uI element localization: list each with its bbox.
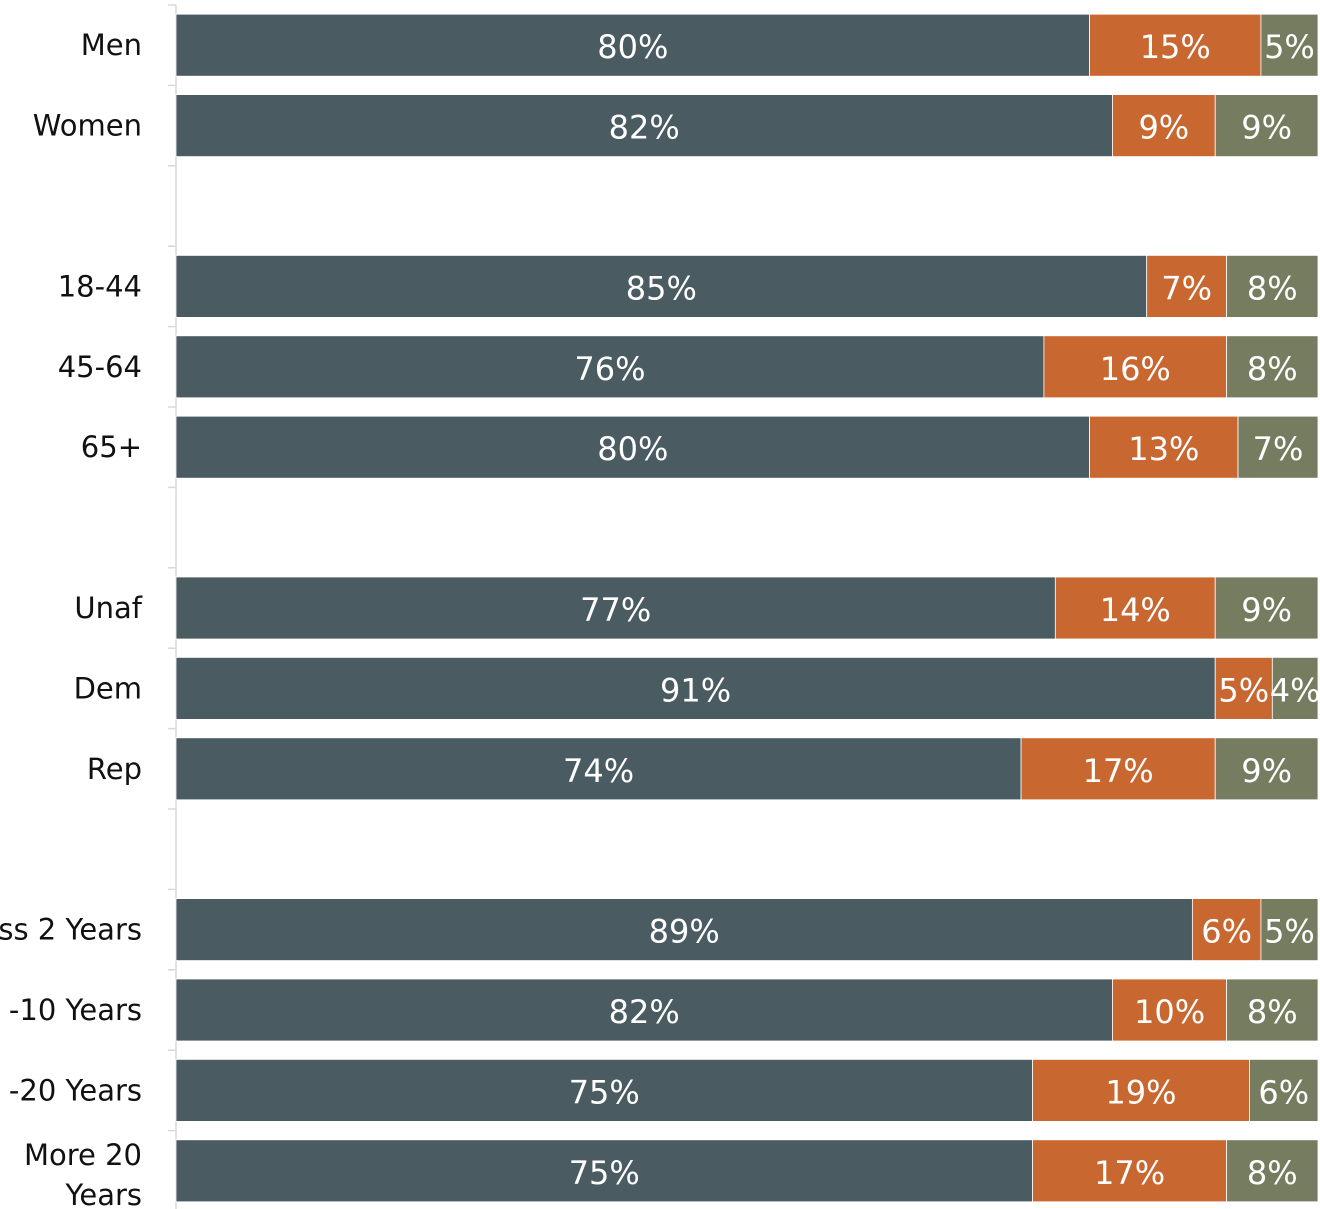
bar-segment bbox=[1032, 1059, 1250, 1122]
bar-value-label: 75% bbox=[569, 1154, 640, 1192]
bar-segment bbox=[1260, 898, 1319, 961]
bar-segment bbox=[175, 576, 1056, 640]
bar-value-label: 10% bbox=[1134, 993, 1205, 1031]
bar-value-label: 82% bbox=[609, 993, 680, 1031]
bar-segment bbox=[1191, 898, 1262, 961]
bar-segment bbox=[1214, 94, 1319, 157]
bar-value-label: 76% bbox=[574, 350, 645, 388]
bar-value-label: 17% bbox=[1083, 752, 1154, 790]
category-label: 45-64 bbox=[58, 350, 142, 384]
bar-value-label: 9% bbox=[1241, 109, 1292, 147]
bar-segment bbox=[175, 13, 1090, 77]
bar-segment bbox=[175, 254, 1148, 318]
bar-segment bbox=[1237, 415, 1319, 479]
bar-segment bbox=[1214, 576, 1319, 640]
bar-segment bbox=[1054, 576, 1216, 640]
bar-segment bbox=[1089, 13, 1262, 77]
bar-segment bbox=[1020, 737, 1216, 801]
bar-value-label: 16% bbox=[1100, 350, 1171, 388]
bar-value-label: 85% bbox=[626, 269, 697, 307]
bar-value-label: 5% bbox=[1264, 913, 1315, 951]
bar-value-label: 19% bbox=[1105, 1073, 1176, 1111]
bar-value-label: 91% bbox=[660, 671, 731, 709]
category-label: 18-44 bbox=[58, 269, 142, 303]
bar-value-label: 80% bbox=[597, 430, 668, 468]
bar-segment bbox=[1043, 335, 1228, 399]
bar-value-label: 7% bbox=[1161, 269, 1212, 307]
bar-segment bbox=[1089, 415, 1239, 479]
bar-value-label: 8% bbox=[1247, 269, 1298, 307]
bar-segment bbox=[175, 94, 1113, 157]
bar-value-label: 77% bbox=[580, 591, 651, 629]
category-axis bbox=[168, 4, 177, 1209]
bar-value-label: 14% bbox=[1100, 591, 1171, 629]
bar-value-label: 13% bbox=[1128, 430, 1199, 468]
bar-value-label: 9% bbox=[1138, 109, 1189, 147]
bar-value-label: 8% bbox=[1247, 350, 1298, 388]
category-label: Dem bbox=[74, 671, 142, 705]
bar-segment bbox=[175, 978, 1113, 1042]
bar-value-label: 17% bbox=[1094, 1154, 1165, 1192]
bar-value-label: 74% bbox=[563, 752, 634, 790]
category-label: Rep bbox=[87, 752, 142, 786]
category-label: Unaf bbox=[74, 591, 142, 625]
bars: 80% 15% 5% 82% 9% 9% 85% 7% 8% 76% 16% 8% 80% 13% 7% 77… bbox=[175, 13, 1320, 1203]
bar-segment bbox=[175, 1059, 1033, 1122]
bar-segment bbox=[175, 335, 1045, 399]
bar-segment bbox=[175, 1139, 1033, 1203]
category-label: -10 Years bbox=[9, 993, 142, 1027]
category-label-line: Years bbox=[64, 1178, 142, 1209]
category-label: Men bbox=[81, 28, 142, 62]
bar-segment bbox=[1226, 335, 1319, 399]
category-label: 65+ bbox=[81, 430, 142, 464]
bar-segment bbox=[1226, 978, 1319, 1042]
category-label: ss 2 Years bbox=[0, 913, 142, 947]
category-label: More 20 Years bbox=[24, 1138, 142, 1209]
bar-value-label: 5% bbox=[1218, 671, 1269, 709]
bar-value-label: 6% bbox=[1201, 913, 1252, 951]
bar-segment bbox=[1249, 1059, 1319, 1122]
bar-value-label: 5% bbox=[1264, 28, 1315, 66]
category-labels: Men Women 18-44 45-64 65+ Unaf Dem Rep ss 2 Year… bbox=[0, 28, 143, 1209]
bar-value-label: 6% bbox=[1258, 1073, 1309, 1111]
bar-segment bbox=[1271, 657, 1319, 720]
bar-segment bbox=[1032, 1139, 1228, 1203]
category-label-line: More 20 bbox=[24, 1138, 142, 1172]
bar-segment bbox=[175, 415, 1090, 479]
bar-segment bbox=[1260, 13, 1319, 77]
bar-segment bbox=[175, 737, 1022, 801]
bar-value-label: 7% bbox=[1253, 430, 1304, 468]
bar-value-label: 75% bbox=[569, 1073, 640, 1111]
bar-value-label: 15% bbox=[1140, 28, 1211, 66]
category-label: Women bbox=[33, 109, 142, 143]
bar-segment bbox=[1214, 737, 1319, 801]
bar-value-label: 8% bbox=[1247, 993, 1298, 1031]
bar-value-label: 8% bbox=[1247, 1154, 1298, 1192]
bar-value-label: 9% bbox=[1241, 591, 1292, 629]
bar-segment bbox=[1214, 657, 1273, 720]
bar-value-label: 9% bbox=[1241, 752, 1292, 790]
bar-segment bbox=[1226, 254, 1319, 318]
bar-value-label: 80% bbox=[597, 28, 668, 66]
bar-segment bbox=[1112, 94, 1216, 157]
bar-segment bbox=[175, 657, 1216, 720]
bar-value-label: 82% bbox=[609, 109, 680, 147]
bar-segment bbox=[1146, 254, 1228, 318]
bar-value-label: 89% bbox=[649, 913, 720, 951]
category-label: -20 Years bbox=[9, 1073, 142, 1107]
bar-segment bbox=[1226, 1139, 1319, 1203]
bar-value-label: 4% bbox=[1270, 671, 1320, 709]
